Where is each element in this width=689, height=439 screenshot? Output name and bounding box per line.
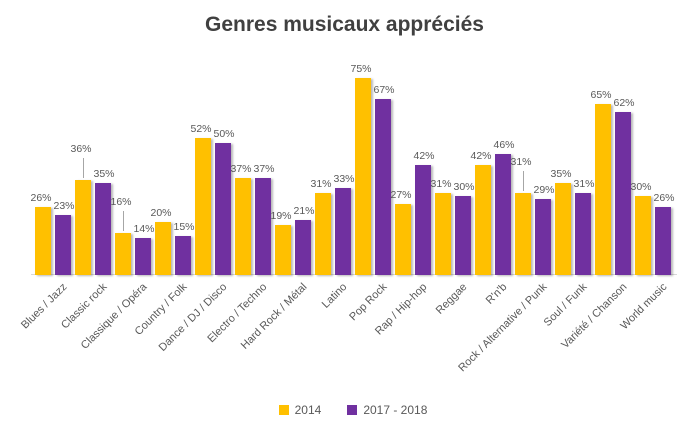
bar-2014 — [235, 178, 251, 275]
bar-2017-2018 — [415, 165, 431, 275]
bar-2017-2018 — [135, 238, 151, 275]
data-label-2014: 36% — [70, 143, 92, 155]
data-label-2014: 19% — [270, 210, 292, 222]
bar-2017-2018 — [55, 215, 71, 275]
data-label-2014: 30% — [630, 181, 652, 193]
bar-2017-2018 — [215, 143, 231, 275]
data-label-2014: 75% — [350, 63, 372, 75]
bar-2017-2018 — [295, 220, 311, 275]
legend-item-2014: 2014 — [278, 403, 322, 417]
bar-2017-2018 — [455, 196, 471, 275]
legend-swatch-2014 — [278, 405, 289, 415]
category-group: 42% 46% — [470, 55, 515, 275]
category-group: 65% 62% — [590, 55, 635, 275]
bar-2014 — [595, 104, 611, 275]
bar-2014 — [475, 165, 491, 275]
category-group: 31% 33% — [310, 55, 355, 275]
data-label-2017-2018: 62% — [613, 97, 635, 109]
data-label-2014: 26% — [30, 192, 52, 204]
data-label-2017-2018: 37% — [253, 163, 275, 175]
bar-2014 — [275, 225, 291, 275]
data-label-2014: 20% — [150, 207, 172, 219]
bar-2017-2018 — [495, 154, 511, 275]
legend-item-2017-2018: 2017 - 2018 — [347, 403, 427, 417]
data-label-2017-2018: 26% — [653, 192, 675, 204]
bar-2014 — [35, 207, 51, 275]
bar-2017-2018 — [95, 183, 111, 275]
data-label-2014: 35% — [550, 168, 572, 180]
bar-2017-2018 — [615, 112, 631, 275]
data-label-2014: 42% — [470, 150, 492, 162]
bar-2014 — [515, 193, 531, 275]
data-label-2017-2018: 30% — [453, 181, 475, 193]
label-leader-line — [123, 211, 124, 231]
category-group: 52% 50% — [190, 55, 235, 275]
category-group: 27% 42% — [390, 55, 435, 275]
category-group: 37% 37% — [230, 55, 275, 275]
bar-2014 — [635, 196, 651, 275]
category-group: 26% 23% — [30, 55, 75, 275]
category-group: 16% 14% — [110, 55, 155, 275]
bar-2017-2018 — [655, 207, 671, 275]
data-label-2017-2018: 15% — [173, 221, 195, 233]
data-label-2017-2018: 14% — [133, 223, 155, 235]
data-label-2014: 31% — [430, 178, 452, 190]
bar-2017-2018 — [535, 199, 551, 275]
bar-2017-2018 — [575, 193, 591, 275]
legend-label-2017-2018: 2017 - 2018 — [363, 403, 428, 417]
category-group: 20% 15% — [150, 55, 195, 275]
bar-2014 — [115, 233, 131, 275]
bar-2014 — [195, 138, 211, 275]
label-leader-line — [523, 171, 524, 191]
chart-title: Genres musicaux appréciés — [205, 13, 484, 36]
bar-2014 — [435, 193, 451, 275]
bar-2014 — [315, 193, 331, 275]
data-label-2017-2018: 21% — [293, 205, 315, 217]
data-label-2014: 37% — [230, 163, 252, 175]
x-axis-line — [31, 274, 677, 275]
data-label-2017-2018: 23% — [53, 200, 75, 212]
data-label-2017-2018: 67% — [373, 84, 395, 96]
category-group: 36% 35% — [70, 55, 115, 275]
legend-swatch-2017-2018 — [347, 405, 358, 415]
legend-label-2014: 2014 — [294, 403, 322, 417]
category-group: 75% 67% — [350, 55, 395, 275]
category-group: 19% 21% — [270, 55, 315, 275]
data-label-2017-2018: 42% — [413, 150, 435, 162]
bar-2014 — [355, 78, 371, 275]
data-label-2014: 27% — [390, 189, 412, 201]
legend: 2014 2017 - 2018 — [33, 403, 673, 417]
data-label-2014: 31% — [310, 178, 332, 190]
bar-2014 — [395, 204, 411, 275]
data-label-2017-2018: 35% — [93, 168, 115, 180]
label-leader-line — [83, 158, 84, 178]
category-axis-labels: Blues / Jazz Classic rock Classique / Opér… — [19, 281, 673, 406]
data-label-2014: 65% — [590, 89, 612, 101]
bar-2017-2018 — [375, 99, 391, 275]
data-label-2017-2018: 50% — [213, 128, 235, 140]
data-label-2017-2018: 29% — [533, 184, 555, 196]
bar-2017-2018 — [175, 236, 191, 275]
data-label-2014: 16% — [110, 196, 132, 208]
category-group: 31% 30% — [430, 55, 475, 275]
bar-2014 — [75, 180, 91, 275]
data-label-2014: 52% — [190, 123, 212, 135]
bar-2017-2018 — [255, 178, 271, 275]
category-group: 31% 29% — [510, 55, 555, 275]
category-group: 30% 26% — [630, 55, 675, 275]
data-label-2017-2018: 31% — [573, 178, 595, 190]
bar-2014 — [155, 222, 171, 275]
data-label-2017-2018: 33% — [333, 173, 355, 185]
bar-2017-2018 — [335, 188, 351, 275]
category-group: 35% 31% — [550, 55, 595, 275]
bar-2014 — [555, 183, 571, 275]
data-label-2017-2018: 46% — [493, 139, 515, 151]
data-label-2014: 31% — [510, 156, 532, 168]
plot-area: 26% 23% 36% 35% 16% 14% 20% 15% 52% 50% 37% 37% 19% 2… — [30, 55, 677, 275]
